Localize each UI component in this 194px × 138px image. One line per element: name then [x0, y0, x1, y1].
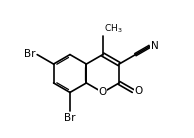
Text: N: N — [151, 41, 159, 51]
Text: O: O — [134, 86, 143, 96]
Text: CH$_3$: CH$_3$ — [104, 22, 122, 35]
Text: Br: Br — [23, 49, 35, 59]
Text: O: O — [99, 87, 107, 97]
Text: Br: Br — [64, 113, 76, 123]
